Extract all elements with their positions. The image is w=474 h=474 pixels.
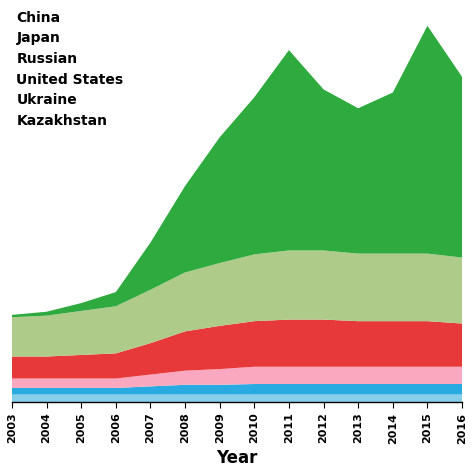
Text: China
Japan
Russian
United States
Ukraine
Kazakhstan: China Japan Russian United States Ukrain… — [17, 11, 124, 128]
X-axis label: Year: Year — [216, 449, 258, 467]
